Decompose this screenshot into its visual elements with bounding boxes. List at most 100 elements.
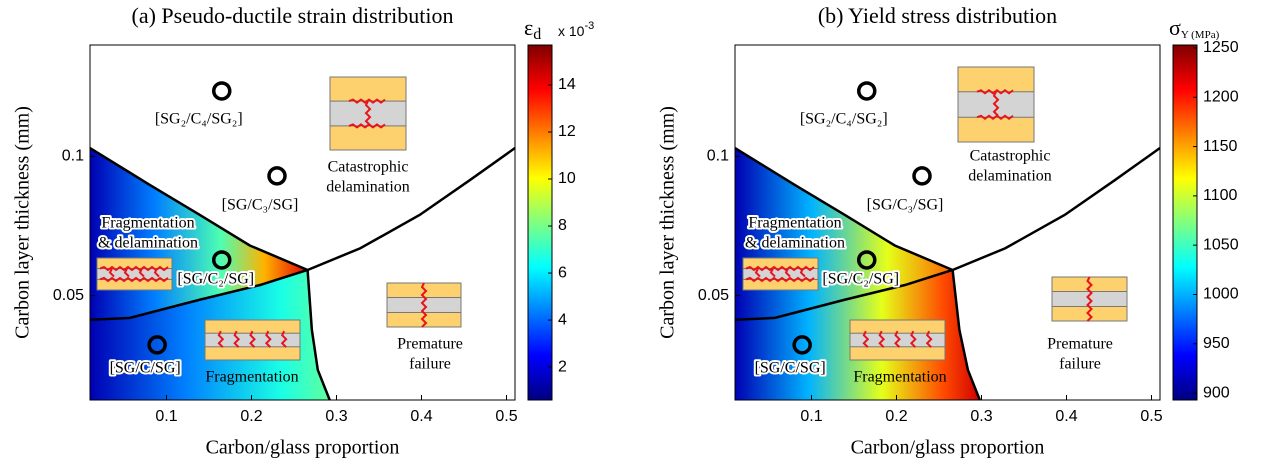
crack — [217, 330, 225, 348]
crack — [878, 330, 886, 348]
x-tick-label: 0.5 — [1140, 408, 1162, 425]
region-label: Fragmentation — [748, 215, 841, 232]
boundary — [734, 146, 954, 272]
point-label: [SG/C₃/SG] — [867, 197, 944, 214]
x-tick-label: 0.1 — [155, 408, 177, 425]
schematic — [849, 319, 946, 361]
crack — [249, 330, 256, 348]
crack — [348, 123, 386, 129]
boundary — [89, 146, 309, 272]
boundary — [306, 269, 331, 401]
schematic — [204, 319, 301, 361]
y-axis-label: Carbon layer thickness (mm) — [657, 106, 679, 339]
design-point — [912, 166, 932, 186]
y-tick-label: 0.1 — [707, 148, 729, 165]
point-label: [SG/C₂/SG] — [177, 271, 254, 288]
design-point — [212, 250, 232, 270]
colorbar-tick-label: 1100 — [1203, 187, 1238, 204]
crack — [799, 268, 806, 278]
region-label: failure — [409, 356, 451, 373]
design-point — [212, 81, 232, 101]
crack — [264, 330, 272, 348]
crack — [862, 330, 870, 348]
crack — [925, 330, 933, 348]
colorbar-tick-label: 1050 — [1203, 236, 1239, 253]
colorbar-multiplier: x 10-3 — [558, 20, 594, 39]
colorbar-subscript: Y (MPa) — [1181, 29, 1220, 41]
region-label: delamination — [968, 168, 1052, 185]
colorbar-tick-label: 1250 — [1203, 39, 1239, 56]
x-tick-label: 0.4 — [1055, 408, 1077, 425]
chart-title: (a) Pseudo-ductile strain distribution — [132, 3, 454, 28]
crack — [745, 265, 815, 272]
design-point — [857, 81, 877, 101]
point-label: [SG₂/C₄/SG₂] — [155, 111, 243, 128]
design-point — [267, 166, 287, 186]
x-axis-label: Carbon/glass proportion — [851, 437, 1045, 459]
region-label: Premature — [397, 336, 463, 353]
x-tick-label: 0.2 — [885, 408, 907, 425]
region-label: Fragmentation — [101, 215, 194, 232]
x-tick-label: 0.5 — [495, 408, 517, 425]
region-label: Fragmentation — [853, 369, 946, 386]
colorbar — [527, 44, 553, 401]
crack — [784, 268, 791, 278]
region-label: & delamination — [98, 235, 198, 252]
region-label: Premature — [1047, 336, 1113, 353]
x-axis-label: Carbon/glass proportion — [206, 437, 400, 459]
plot-frame — [734, 44, 1161, 401]
x-tick-label: 0.1 — [800, 408, 822, 425]
boundary — [734, 268, 953, 322]
x-tick-label: 0.3 — [970, 408, 992, 425]
crack — [420, 282, 428, 328]
colorbar-multiplier-base: x 10 — [558, 23, 585, 39]
point-label: [SG/C₂/SG] — [822, 271, 899, 288]
region-label: Fragmentation — [205, 369, 298, 386]
boundary — [952, 147, 1161, 272]
crack — [364, 100, 372, 126]
crack — [894, 330, 901, 348]
crack — [99, 276, 169, 283]
colorbar-tick-label: 2 — [558, 358, 567, 375]
crack — [769, 268, 776, 278]
crack — [754, 268, 761, 278]
colorbar-tick-label: 8 — [558, 217, 567, 234]
crack — [123, 268, 130, 278]
point-label: [SG/C/SG] — [110, 360, 181, 377]
colorbar-tick-label: 1000 — [1203, 286, 1239, 303]
crack — [233, 330, 241, 348]
y-tick-label: 0.1 — [62, 148, 84, 165]
colorbar-tick-label: 12 — [558, 123, 576, 140]
colorbar-tick-label: 14 — [558, 76, 576, 93]
colorbar-tick-label: 6 — [558, 264, 567, 281]
colorbar-tick-label: 950 — [1203, 335, 1230, 352]
schematic — [742, 257, 819, 291]
schematic — [386, 282, 462, 328]
x-tick-label: 0.4 — [410, 408, 432, 425]
chart-title: (b) Yield stress distribution — [818, 3, 1057, 28]
region-label: failure — [1059, 356, 1101, 373]
schematic — [96, 257, 173, 291]
design-point — [792, 335, 812, 355]
crack — [992, 91, 1000, 117]
colorbar-tick-label: 4 — [558, 311, 567, 328]
y-tick-label: 0.05 — [53, 287, 84, 304]
x-tick-label: 0.2 — [240, 408, 262, 425]
schematic — [957, 66, 1035, 143]
y-tick-label: 0.05 — [698, 287, 729, 304]
boundary — [307, 147, 516, 272]
colorbar-tick-label: 10 — [558, 170, 576, 187]
colorbar-tick-label: 900 — [1203, 384, 1230, 401]
crack — [108, 268, 115, 278]
boundary — [89, 268, 308, 322]
schematic — [1051, 276, 1128, 322]
crack — [976, 114, 1014, 120]
region-label: & delamination — [745, 235, 845, 252]
plot-frame — [89, 44, 516, 401]
crack — [1086, 276, 1093, 322]
crack — [138, 268, 145, 278]
crack — [99, 265, 169, 272]
crack — [280, 330, 288, 348]
colorbar-label: σY (MPa) — [1169, 15, 1220, 40]
